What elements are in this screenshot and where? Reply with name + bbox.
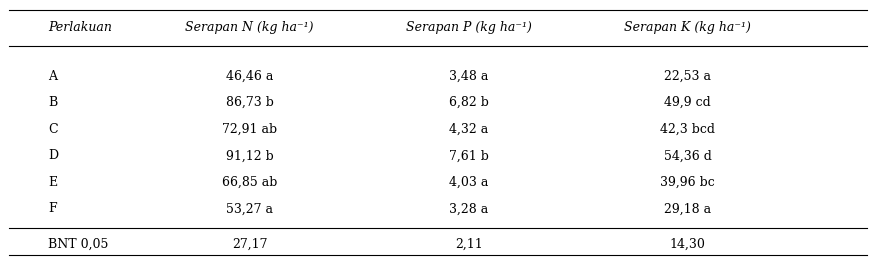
Text: BNT 0,05: BNT 0,05 <box>48 237 109 250</box>
Text: 86,73 b: 86,73 b <box>226 96 273 109</box>
Text: 53,27 a: 53,27 a <box>226 203 273 215</box>
Text: Perlakuan: Perlakuan <box>48 21 112 34</box>
Text: 72,91 ab: 72,91 ab <box>223 123 277 136</box>
Text: 14,30: 14,30 <box>670 237 705 250</box>
Text: 22,53 a: 22,53 a <box>664 70 711 83</box>
Text: Serapan P (kg ha⁻¹): Serapan P (kg ha⁻¹) <box>406 21 532 34</box>
Text: F: F <box>48 203 57 215</box>
Text: 3,48 a: 3,48 a <box>449 70 488 83</box>
Text: 54,36 d: 54,36 d <box>664 149 711 162</box>
Text: A: A <box>48 70 57 83</box>
Text: Serapan K (kg ha⁻¹): Serapan K (kg ha⁻¹) <box>625 21 751 34</box>
Text: 2,11: 2,11 <box>455 237 483 250</box>
Text: 4,32 a: 4,32 a <box>449 123 488 136</box>
Text: 66,85 ab: 66,85 ab <box>222 176 278 189</box>
Text: 3,28 a: 3,28 a <box>449 203 488 215</box>
Text: 42,3 bcd: 42,3 bcd <box>661 123 715 136</box>
Text: 39,96 bc: 39,96 bc <box>661 176 715 189</box>
Text: 4,03 a: 4,03 a <box>449 176 488 189</box>
Text: D: D <box>48 149 59 162</box>
Text: B: B <box>48 96 58 109</box>
Text: 29,18 a: 29,18 a <box>664 203 711 215</box>
Text: 27,17: 27,17 <box>232 237 267 250</box>
Text: 6,82 b: 6,82 b <box>449 96 489 109</box>
Text: E: E <box>48 176 57 189</box>
Text: C: C <box>48 123 58 136</box>
Text: 46,46 a: 46,46 a <box>226 70 273 83</box>
Text: 49,9 cd: 49,9 cd <box>664 96 711 109</box>
Text: Serapan N (kg ha⁻¹): Serapan N (kg ha⁻¹) <box>186 21 314 34</box>
Text: 7,61 b: 7,61 b <box>449 149 489 162</box>
Text: 91,12 b: 91,12 b <box>226 149 273 162</box>
